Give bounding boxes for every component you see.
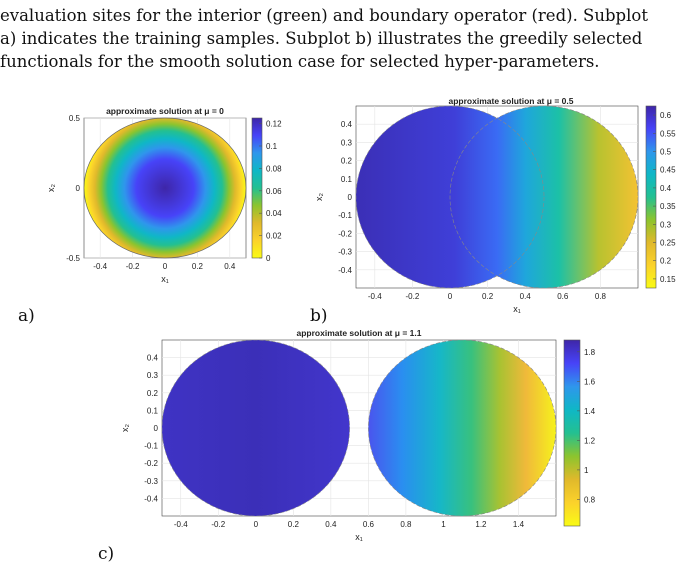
solution-disk-right (368, 339, 557, 517)
y-axis-label: x₂ (46, 184, 56, 193)
y-tick-label: 0.4 (147, 354, 159, 363)
caption-paragraph: evaluation sites for the interior (green… (0, 4, 700, 73)
colorbar-tick-label: 0.35 (660, 202, 676, 211)
y-tick-label: -0.4 (144, 494, 158, 503)
y-tick-label: 0 (76, 184, 81, 193)
plot-b-title: approximate solution at μ = 0.5 (449, 96, 574, 106)
x-axis-label: x₁ (513, 304, 521, 314)
x-tick-label: 0.2 (192, 262, 204, 271)
boundary-outline (449, 105, 639, 289)
y-tick-label: -0.2 (144, 459, 158, 468)
plot-b-axes: approximate solution at μ = 0.5 -0.4 -0.2 0… (314, 96, 639, 314)
y-axis-label: x₂ (120, 424, 130, 433)
subplot-label-a: a) (18, 306, 35, 326)
x-axis-label: x₁ (161, 274, 169, 284)
x-tick-label: 0.4 (224, 262, 236, 271)
x-tick-label: 0 (254, 520, 259, 529)
x-tick-label: 0 (163, 262, 168, 271)
colorbar-bar (563, 339, 581, 527)
x-tick-label: -0.4 (368, 292, 382, 301)
y-tick-label: -0.1 (144, 442, 158, 451)
x-tick-label: 0.6 (363, 520, 375, 529)
y-tick-label: -0.3 (144, 477, 158, 486)
y-tick-label: 0.5 (69, 114, 81, 123)
y-tick-label: -0.3 (338, 248, 352, 257)
solution-disk (83, 117, 247, 259)
x-tick-label: 0.4 (520, 292, 532, 301)
colorbar-tick-label: 0.15 (660, 275, 676, 284)
y-tick-label: 0 (154, 424, 159, 433)
boundary-outline (355, 105, 545, 289)
caption-line: a) indicates the training samples. Subpl… (0, 29, 643, 48)
y-tick-label: 0.1 (341, 175, 353, 184)
y-tick-label: 0.4 (341, 120, 353, 129)
colorbar-tick-label: 0.1 (266, 142, 278, 151)
y-tick-label: 0.2 (341, 157, 353, 166)
colorbar-tick-label: 0.04 (266, 209, 282, 218)
x-tick-label: -0.4 (93, 262, 107, 271)
colorbar-tick-label: 1.2 (584, 436, 596, 445)
colorbar-tick-label: 0.3 (660, 220, 672, 229)
y-tick-label: -0.5 (66, 254, 80, 263)
colorbar-tick-label: 0.12 (266, 120, 282, 129)
x-tick-label: -0.4 (174, 520, 188, 529)
plot-c-axes: approximate solution at μ = 1.1 -0.4 -0.2 0… (120, 328, 557, 542)
colorbar-tick-label: 0.08 (266, 164, 282, 173)
plot-a-title: approximate solution at μ = 0 (106, 106, 224, 116)
y-tick-label: 0.1 (147, 406, 159, 415)
plot-a-axes: approximate solution at μ = 0 -0.4 -0.2 0 0.… (46, 106, 247, 284)
y-tick-label: 0.3 (147, 371, 159, 380)
colorbar-tick-label: 0.02 (266, 232, 282, 241)
x-tick-label: 0.6 (557, 292, 569, 301)
colorbar-tick-label: 0.25 (660, 239, 676, 248)
colorbar-tick-label: 0.45 (660, 166, 676, 175)
y-tick-label: -0.4 (338, 266, 352, 275)
x-tick-label: 0.2 (482, 292, 494, 301)
y-tick-label: 0.2 (147, 389, 159, 398)
x-tick-label: -0.2 (126, 262, 140, 271)
subplot-label-c: c) (98, 544, 115, 564)
y-tick-label: 0.3 (341, 138, 353, 147)
x-tick-label: 1 (441, 520, 446, 529)
colorbar-tick-label: 0.6 (660, 111, 672, 120)
solution-domain (356, 106, 638, 288)
x-tick-label: 0 (448, 292, 453, 301)
x-tick-label: 0.8 (400, 520, 412, 529)
plot-b-colorbar: 0.6 0.55 0.5 0.45 0.4 0.35 0.3 0.25 0.2 0.15 (645, 105, 676, 289)
caption-line: evaluation sites for the interior (green… (0, 6, 648, 25)
colorbar-tick-label: 1.4 (584, 407, 596, 416)
subplot-label-b: b) (310, 306, 328, 326)
colorbar-tick-label: 1.8 (584, 348, 596, 357)
x-tick-label: 1.4 (513, 520, 525, 529)
colorbar-tick-label: 0.8 (584, 495, 596, 504)
x-tick-label: -0.2 (406, 292, 420, 301)
y-tick-label: -0.2 (338, 229, 352, 238)
colorbar-tick-label: 0 (266, 254, 271, 263)
colorbar-tick-label: 1.6 (584, 377, 596, 386)
colorbar-tick-label: 0.2 (660, 257, 672, 266)
colorbar-bar (251, 117, 263, 259)
x-tick-label: -0.2 (211, 520, 225, 529)
colorbar-bar (645, 105, 657, 289)
x-tick-label: 0.2 (288, 520, 300, 529)
plot-c-title: approximate solution at μ = 1.1 (297, 328, 422, 338)
colorbar-tick-label: 0.4 (660, 184, 672, 193)
y-tick-label: -0.1 (338, 211, 352, 220)
colorbar-tick-label: 0.55 (660, 129, 676, 138)
caption-line: functionals for the smooth solution case… (0, 52, 600, 71)
solution-disk-left (161, 339, 350, 517)
y-tick-label: 0 (348, 193, 353, 202)
colorbar-tick-label: 0.06 (266, 187, 282, 196)
colorbar-tick-label: 0.5 (660, 148, 672, 157)
plot-c-colorbar: 1.8 1.6 1.4 1.2 1 0.8 (563, 339, 596, 527)
x-tick-label: 1.2 (475, 520, 487, 529)
colorbar-tick-label: 1 (584, 466, 589, 475)
y-axis-label: x₂ (314, 193, 324, 202)
x-tick-label: 0.4 (325, 520, 337, 529)
x-axis-label: x₁ (355, 532, 363, 542)
x-tick-label: 0.8 (595, 292, 607, 301)
plot-a-colorbar: 0.12 0.1 0.08 0.06 0.04 0.02 0 (251, 117, 282, 263)
